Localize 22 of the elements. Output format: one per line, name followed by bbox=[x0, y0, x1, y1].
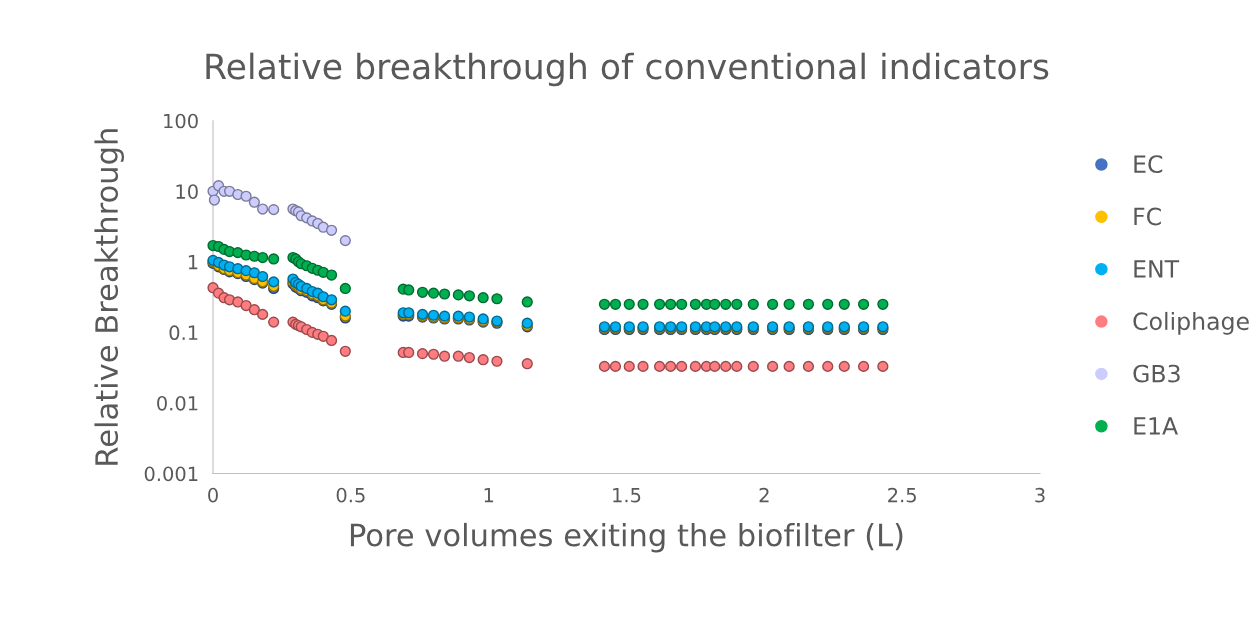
y-axis-title: Relative Breakthrough bbox=[94, 129, 125, 465]
x-tick-label: 2.5 bbox=[888, 487, 916, 503]
y-tick-label: 0.01 bbox=[157, 395, 198, 411]
x-tick-label: 2 bbox=[759, 487, 769, 503]
y-tick-label: 100 bbox=[164, 113, 198, 129]
x-tick-label: 1.5 bbox=[613, 488, 641, 503]
chart-title: Relative breakthrough of conventional indicators bbox=[206, 52, 1049, 87]
x-axis-title: Pore volumes exiting the biofilter (L) bbox=[350, 522, 903, 553]
x-tick-label: 0 bbox=[208, 487, 218, 503]
y-tick-label: 0.001 bbox=[144, 466, 198, 482]
legend-label: EC bbox=[1134, 155, 1163, 174]
legend-label: ENT bbox=[1134, 260, 1180, 278]
x-tick-label: 0.5 bbox=[336, 487, 365, 503]
legend-label: FC bbox=[1134, 207, 1161, 226]
y-tick-label: 10 bbox=[176, 184, 198, 199]
legend-label: E1A bbox=[1134, 417, 1178, 435]
y-tick-label: 0.1 bbox=[169, 325, 198, 341]
x-tick-label: 3 bbox=[1035, 487, 1045, 503]
x-tick-label: 1 bbox=[484, 488, 494, 503]
y-tick-label: 1 bbox=[188, 255, 198, 270]
legend-label: GB3 bbox=[1133, 364, 1180, 383]
legend-label: Coliphage bbox=[1133, 311, 1249, 335]
